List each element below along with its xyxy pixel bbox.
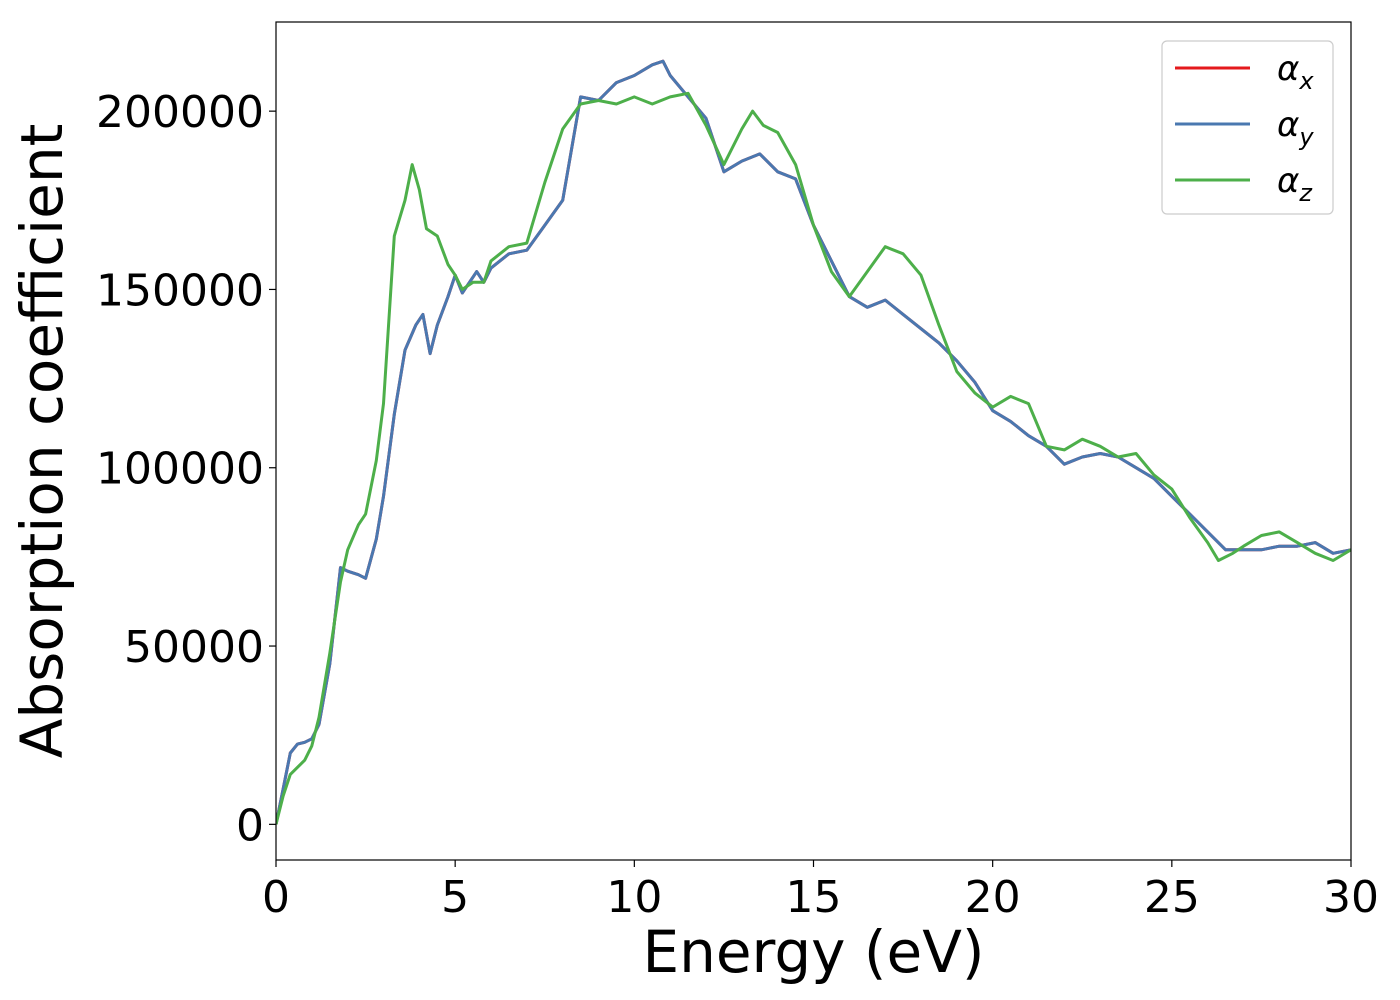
y-tick-label: 50000 xyxy=(124,622,264,673)
legend-label-alpha-z: αz xyxy=(1277,161,1313,207)
legend-box xyxy=(1161,40,1334,215)
y-tick-label: 0 xyxy=(236,800,264,851)
legend-label-alpha-x: αx xyxy=(1277,49,1314,95)
y-axis-label: Absorption coefficient xyxy=(8,124,76,759)
x-axis-ticks: 0 5 10 15 20 25 30 xyxy=(262,860,1379,923)
x-tick-label: 15 xyxy=(786,872,842,923)
series-line-alpha-y xyxy=(276,59,1351,825)
y-tick-label: 100000 xyxy=(96,444,264,495)
y-axis-ticks: 0 50000 100000 150000 200000 xyxy=(96,87,276,851)
x-tick-label: 30 xyxy=(1323,872,1379,923)
y-tick-label: 200000 xyxy=(96,87,264,138)
x-tick-label: 25 xyxy=(1144,872,1200,923)
x-tick-label: 5 xyxy=(441,872,469,923)
y-tick-label: 150000 xyxy=(96,265,264,316)
series-line-alpha-z xyxy=(276,91,1351,825)
x-tick-label: 0 xyxy=(262,872,290,923)
legend: αx αy αz xyxy=(1161,40,1334,215)
series-layer xyxy=(276,59,1351,825)
x-tick-label: 20 xyxy=(965,872,1021,923)
x-axis-label: Energy (eV) xyxy=(642,918,984,986)
legend-label-alpha-y: αy xyxy=(1277,105,1314,151)
x-tick-label: 10 xyxy=(606,872,662,923)
